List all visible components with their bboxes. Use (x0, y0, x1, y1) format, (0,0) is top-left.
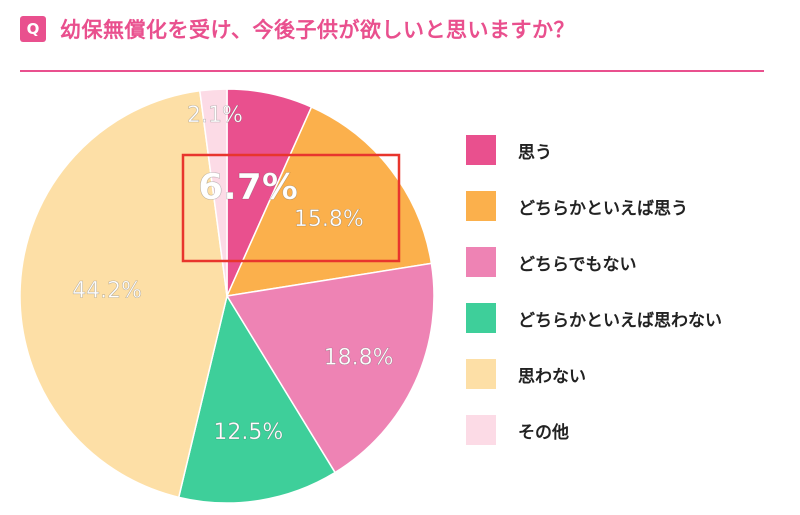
legend-item-omou: 思う (466, 122, 722, 178)
legend-label: どちらかといえば思わない (518, 310, 722, 331)
legend-swatch (466, 135, 496, 165)
legend-swatch (466, 415, 496, 445)
legend-label: 思わない (518, 366, 586, 387)
legend-swatch (466, 247, 496, 277)
legend-swatch (466, 359, 496, 389)
pie-slice-omowanai (19, 89, 228, 499)
pie-slice-dochira-omowanai (177, 294, 337, 504)
legend-item-omowanai: 思わない (466, 346, 722, 402)
data-label-dochira-omou: 15.8% (294, 207, 364, 232)
legend-label: どちらでもない (518, 254, 637, 275)
legend-swatch (466, 303, 496, 333)
legend-swatch (466, 191, 496, 221)
pie-slice-dochira-omou (225, 106, 433, 297)
pie-slice-sonota (198, 88, 228, 297)
data-label-omowanai: 44.2% (72, 279, 142, 304)
legend-item-dochira-omou: どちらかといえば思う (466, 178, 722, 234)
question-header: Q 幼保無償化を受け、今後子供が欲しいと思いますか？ (20, 14, 575, 44)
legend-label: 思う (518, 142, 552, 163)
question-title: 幼保無償化を受け、今後子供が欲しいと思いますか？ (60, 18, 575, 42)
data-label-omou: 6.7% (198, 167, 298, 208)
data-label-dochira-omowanai: 12.5% (213, 420, 283, 445)
legend-item-dochira-demo-nai: どちらでもない (466, 234, 722, 290)
legend-label: どちらかといえば思う (518, 198, 688, 219)
highlight-box (181, 153, 401, 263)
pie-slice-dochira-demo-nai (225, 262, 435, 474)
data-label-dochira-demo-nai: 18.8% (324, 346, 394, 371)
legend: 思うどちらかといえば思う どちらでもないどちらかといえば思わない 思わないその他 (466, 122, 722, 458)
title-divider (20, 70, 764, 72)
legend-item-sonota: その他 (466, 402, 722, 458)
data-label-sonota: 2.1% (187, 103, 243, 128)
legend-label: その他 (518, 422, 569, 443)
q-badge: Q (20, 16, 46, 42)
legend-item-dochira-omowanai: どちらかといえば思わない (466, 290, 722, 346)
